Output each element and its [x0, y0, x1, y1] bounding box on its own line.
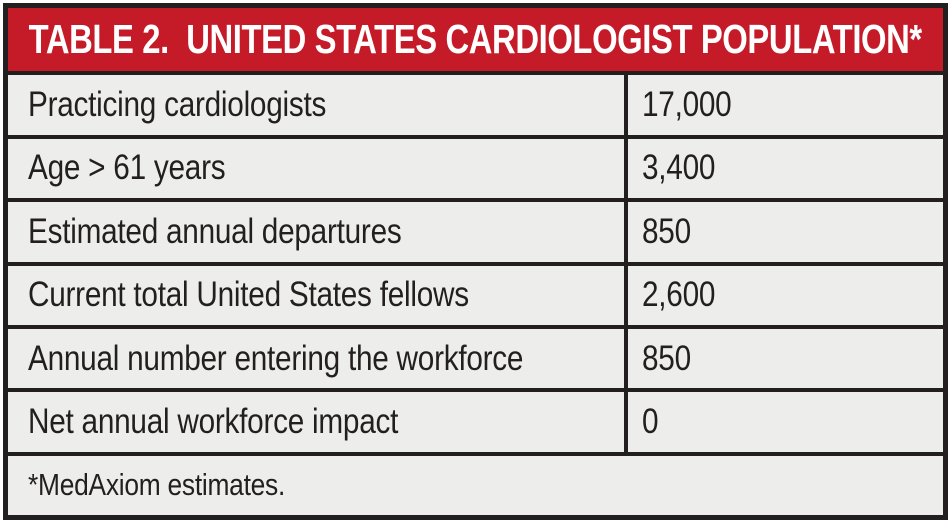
row-label-cell: Age > 61 years [8, 139, 624, 198]
table-row: Annual number entering the workforce 850 [8, 324, 943, 389]
row-value-cell: 2,600 [624, 265, 943, 325]
row-label: Age > 61 years [28, 148, 226, 188]
row-label: Practicing cardiologists [28, 85, 327, 125]
row-value-cell: 850 [624, 202, 943, 262]
row-label: Annual number entering the workforce [28, 338, 524, 378]
cardiologist-population-table: TABLE 2. UNITED STATES CARDIOLOGIST POPU… [3, 3, 948, 520]
row-label: Net annual workforce impact [28, 401, 399, 441]
table-row: Current total United States fellows 2,60… [8, 261, 943, 325]
table-row: Net annual workforce impact 0 [8, 388, 943, 452]
table-title: TABLE 2. UNITED STATES CARDIOLOGIST POPU… [28, 16, 923, 63]
row-value-cell: 850 [624, 328, 943, 389]
row-value: 17,000 [642, 85, 732, 125]
table-header-row: TABLE 2. UNITED STATES CARDIOLOGIST POPU… [8, 8, 943, 72]
table-row: Age > 61 years 3,400 [8, 134, 943, 199]
row-label: Estimated annual departures [28, 211, 402, 251]
row-value: 0 [642, 401, 659, 441]
row-value: 850 [642, 211, 691, 251]
row-label-cell: Estimated annual departures [8, 202, 624, 261]
table-footnote: *MedAxiom estimates. [28, 467, 286, 503]
table-row: Estimated annual departures 850 [8, 198, 943, 262]
table-footnote-row: *MedAxiom estimates. [8, 451, 943, 515]
row-value: 850 [642, 338, 691, 378]
row-value-cell: 0 [624, 392, 943, 452]
row-value: 3,400 [642, 148, 716, 188]
row-value-cell: 17,000 [624, 75, 943, 135]
row-label-cell: Practicing cardiologists [8, 75, 624, 134]
row-label-cell: Annual number entering the workforce [8, 329, 624, 388]
row-label-cell: Net annual workforce impact [8, 392, 624, 451]
table-row: Practicing cardiologists 17,000 [8, 71, 943, 135]
row-label-cell: Current total United States fellows [8, 266, 624, 325]
row-value-cell: 3,400 [624, 138, 943, 199]
row-value: 2,600 [642, 275, 716, 315]
row-label: Current total United States fellows [28, 275, 469, 315]
